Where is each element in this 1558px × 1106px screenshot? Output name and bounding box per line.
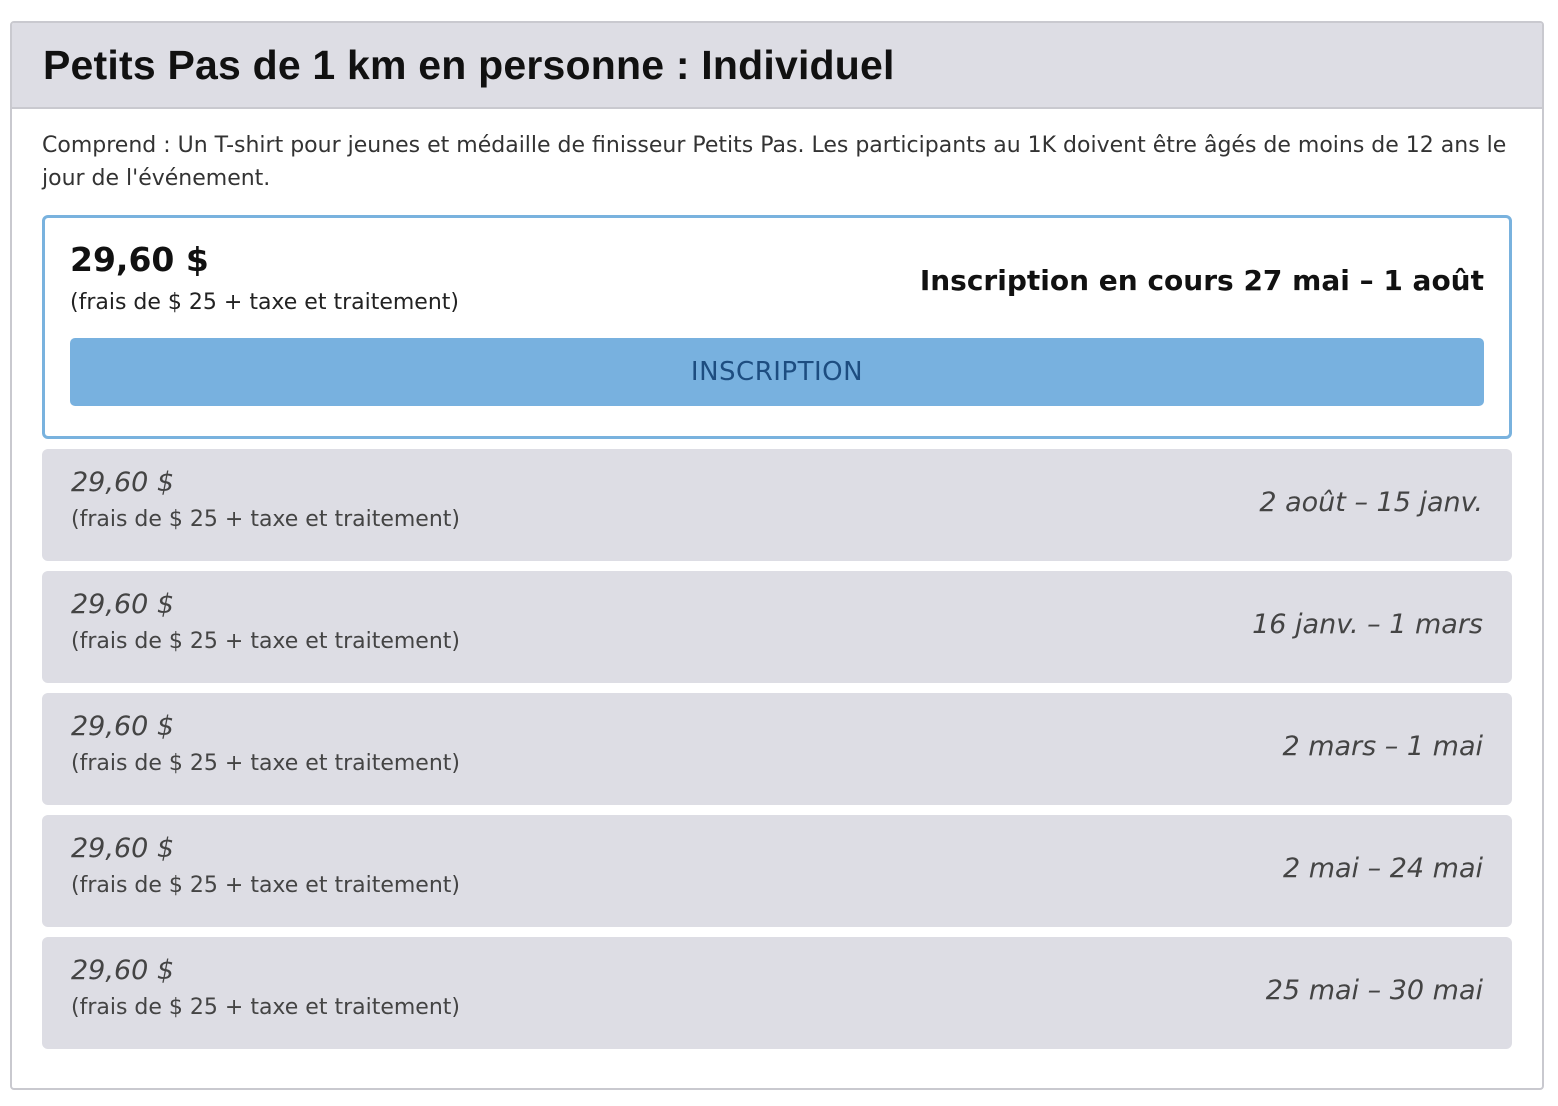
page-title: Petits Pas de 1 km en personne : Individ… <box>43 41 895 88</box>
tier-fee-note: (frais de $ 25 + taxe et traitement) <box>71 873 460 898</box>
card-header: Petits Pas de 1 km en personne : Individ… <box>12 23 1542 109</box>
card-body: Comprend : Un T-shirt pour jeunes et méd… <box>12 109 1542 1049</box>
pricing-tier-active: 29,60 $ (frais de $ 25 + taxe et traitem… <box>42 215 1512 439</box>
tier-dates: 2 mai – 24 mai <box>1282 853 1483 884</box>
pricing-tier: 29,60 $ (frais de $ 25 + taxe et traitem… <box>42 449 1512 561</box>
tier-dates: 16 janv. – 1 mars <box>1252 609 1483 640</box>
tier-price: 29,60 $ <box>71 833 175 864</box>
tier-fee-note: (frais de $ 25 + taxe et traitement) <box>71 507 460 532</box>
tier-fee-note: (frais de $ 25 + taxe et traitement) <box>71 629 460 654</box>
tier-price: 29,60 $ <box>71 589 175 620</box>
pricing-tier: 29,60 $ (frais de $ 25 + taxe et traitem… <box>42 815 1512 927</box>
tier-fee-note: (frais de $ 25 + taxe et traitement) <box>70 290 459 315</box>
tier-dates: Inscription en cours 27 mai – 1 août <box>919 264 1484 297</box>
tier-fee-note: (frais de $ 25 + taxe et traitement) <box>71 995 460 1020</box>
tier-price: 29,60 $ <box>71 467 175 498</box>
tier-price: 29,60 $ <box>71 711 175 742</box>
tier-dates: 25 mai – 30 mai <box>1265 975 1483 1006</box>
tier-price: 29,60 $ <box>70 240 209 279</box>
tier-fee-note: (frais de $ 25 + taxe et traitement) <box>71 751 460 776</box>
pricing-tier: 29,60 $ (frais de $ 25 + taxe et traitem… <box>42 937 1512 1049</box>
register-button[interactable]: INSCRIPTION <box>70 338 1484 406</box>
tier-dates: 2 août – 15 janv. <box>1259 487 1483 518</box>
pricing-tier: 29,60 $ (frais de $ 25 + taxe et traitem… <box>42 571 1512 683</box>
event-description: Comprend : Un T-shirt pour jeunes et méd… <box>42 133 1507 191</box>
registration-card: Petits Pas de 1 km en personne : Individ… <box>10 21 1544 1090</box>
pricing-tier: 29,60 $ (frais de $ 25 + taxe et traitem… <box>42 693 1512 805</box>
tier-price: 29,60 $ <box>71 955 175 986</box>
tier-dates: 2 mars – 1 mai <box>1282 731 1483 762</box>
